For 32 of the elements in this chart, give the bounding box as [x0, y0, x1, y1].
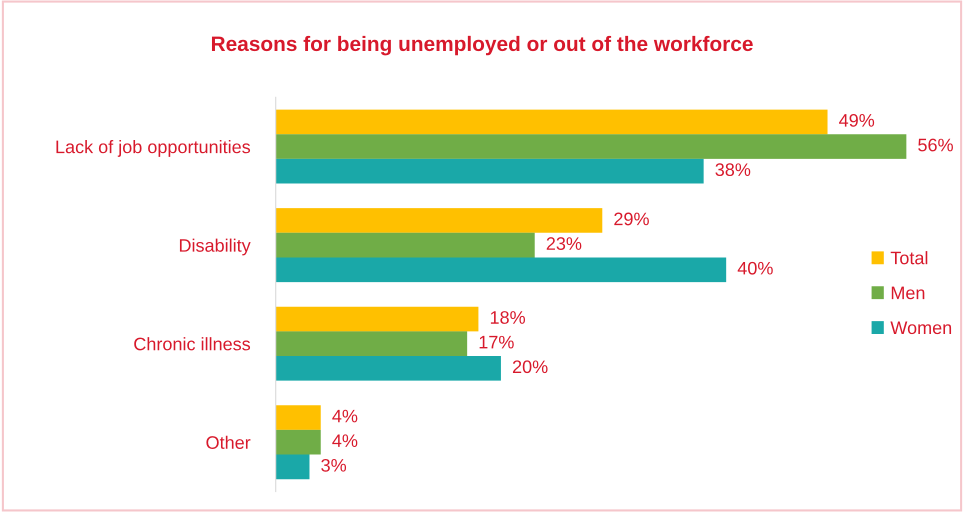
data-label: 38% [715, 163, 750, 176]
bar [276, 306, 478, 332]
data-label: 4% [332, 410, 358, 422]
data-label: 4% [332, 434, 358, 448]
y-tick-label: Other [206, 436, 250, 449]
bar [276, 257, 726, 282]
bar [276, 158, 704, 184]
data-label: 17% [480, 336, 514, 348]
y-tick-label: Disability [180, 238, 251, 256]
data-label: 23% [546, 237, 582, 250]
chart-title: Reasons for being unemployed or out of the workforce [212, 36, 753, 56]
data-label: 3% [321, 458, 346, 472]
bar [276, 208, 602, 233]
bar [276, 430, 321, 455]
legend-label: Total [890, 251, 928, 264]
bar [276, 331, 468, 356]
data-label: 18% [490, 311, 526, 324]
bar [276, 110, 828, 134]
legend-label: Men [892, 286, 924, 300]
bar [276, 232, 535, 258]
legend-label: Women [890, 322, 952, 334]
bar [276, 454, 310, 480]
data-label: 29% [614, 212, 649, 226]
data-label: 40% [738, 262, 773, 275]
bar [276, 405, 321, 430]
bar [276, 356, 501, 381]
data-label: 49% [839, 114, 874, 127]
y-tick-label: Chronic illness [134, 337, 250, 350]
data-label: 56% [918, 138, 953, 152]
data-label: 20% [512, 360, 548, 374]
y-tick-label: Lack of job opportunities [56, 140, 250, 157]
bar [276, 134, 906, 159]
